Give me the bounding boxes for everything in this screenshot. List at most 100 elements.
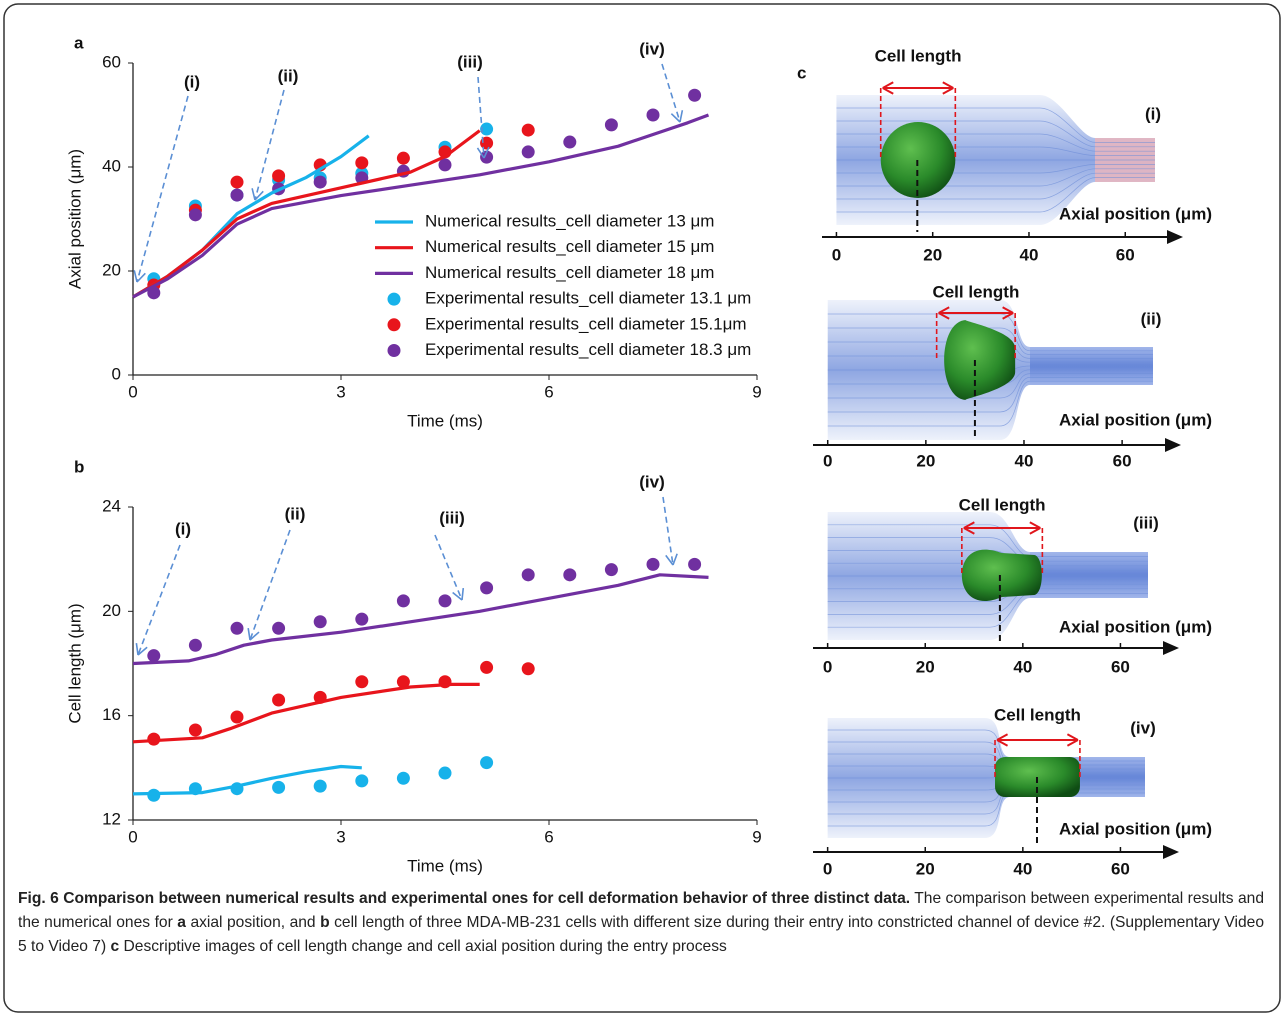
legend-label: Numerical results_cell diameter 15 μm xyxy=(425,237,714,256)
stage-label: (ii) xyxy=(1141,309,1162,328)
streamline xyxy=(836,168,1155,187)
data-point xyxy=(230,188,244,202)
legend-swatch xyxy=(387,318,401,332)
data-line xyxy=(132,764,362,796)
x-tick-label: 60 xyxy=(1113,451,1132,470)
annotation-arrow xyxy=(434,534,463,601)
data-point xyxy=(646,108,660,122)
data-line xyxy=(132,573,709,666)
x-tick-label: 0 xyxy=(128,382,137,401)
caption-text: Descriptive images of cell length change… xyxy=(119,938,727,955)
arrow-head xyxy=(670,113,681,123)
stage-label: (iv) xyxy=(1130,718,1156,737)
data-point xyxy=(521,568,535,582)
arrow-head xyxy=(254,190,264,201)
arrow-head xyxy=(679,110,684,123)
data-point xyxy=(272,780,286,794)
legend-label: Experimental results_cell diameter 18.3 … xyxy=(425,340,751,359)
arrow-head xyxy=(996,733,1009,741)
arrow-head xyxy=(249,631,260,641)
arrow-head xyxy=(942,81,954,89)
arrow-head xyxy=(483,146,490,159)
y-axis-title: Cell length (μm) xyxy=(65,603,84,723)
data-point xyxy=(396,151,410,165)
axis-label: Axial position (μm) xyxy=(1059,204,1212,223)
x-tick-label: 60 xyxy=(1111,859,1130,878)
x-tick-label: 20 xyxy=(923,245,942,264)
data-line xyxy=(132,129,481,299)
data-point xyxy=(147,649,161,663)
axis-arrow xyxy=(1163,641,1179,655)
arrow-head xyxy=(461,587,465,601)
arrow-head xyxy=(938,312,950,320)
arrow-head xyxy=(665,554,674,566)
caption-bold: a xyxy=(177,914,186,931)
streamline xyxy=(827,327,1153,355)
cell xyxy=(961,549,1042,602)
streamline xyxy=(836,172,1155,200)
arrow-head xyxy=(476,147,485,159)
arrow-head xyxy=(452,591,463,601)
streamline xyxy=(827,373,1153,399)
y-tick-label: 0 xyxy=(112,364,121,383)
data-point xyxy=(521,123,535,137)
data-point xyxy=(313,175,327,189)
data-point xyxy=(355,612,369,626)
data-point xyxy=(480,122,494,136)
arrow-head xyxy=(1029,521,1041,529)
y-tick-label: 20 xyxy=(102,260,121,279)
data-point xyxy=(521,145,535,159)
data-point xyxy=(438,158,452,172)
arrow-head xyxy=(672,553,678,566)
x-axis-title: Time (ms) xyxy=(407,411,483,430)
panel-label: b xyxy=(74,457,84,476)
caption: Fig. 6 Comparison between numerical resu… xyxy=(18,887,1264,959)
data-point xyxy=(396,594,410,608)
x-tick-label: 6 xyxy=(544,382,553,401)
x-tick-label: 6 xyxy=(544,827,553,846)
x-tick-label: 0 xyxy=(128,827,137,846)
annotation-arrow xyxy=(136,95,189,283)
data-point xyxy=(188,638,202,652)
legend-label: Numerical results_cell diameter 13 μm xyxy=(425,211,714,230)
x-tick-label: 60 xyxy=(1116,245,1135,264)
x-tick-label: 9 xyxy=(752,827,761,846)
data-point xyxy=(480,660,494,674)
streamline xyxy=(836,120,1155,148)
streamline xyxy=(836,133,1155,152)
arrow-head xyxy=(1066,733,1079,741)
arrow-head xyxy=(942,87,954,95)
streamline xyxy=(836,107,1155,143)
cell xyxy=(944,320,1016,400)
data-line xyxy=(132,113,710,299)
x-tick-label: 0 xyxy=(832,245,841,264)
data-point xyxy=(604,118,618,132)
annotation: (i) xyxy=(175,519,191,538)
arrow-head xyxy=(136,272,146,283)
y-tick-label: 24 xyxy=(102,496,121,515)
y-tick-label: 12 xyxy=(102,809,121,828)
caption-bold: c xyxy=(110,938,120,955)
y-tick-label: 40 xyxy=(102,156,121,175)
cell-length-label: Cell length xyxy=(959,495,1046,514)
x-tick-label: 20 xyxy=(916,657,935,676)
annotation: (iv) xyxy=(639,472,665,491)
arrow-head xyxy=(882,81,894,89)
x-tick-label: 20 xyxy=(916,451,935,470)
panel-label: a xyxy=(74,33,84,52)
data-point xyxy=(188,208,202,222)
data-point xyxy=(646,557,660,571)
data-point xyxy=(355,156,369,170)
arrow-head xyxy=(137,646,148,656)
y-tick-label: 20 xyxy=(102,601,121,620)
y-axis-title: Axial position (μm) xyxy=(65,149,84,289)
legend-label: Experimental results_cell diameter 13.1 … xyxy=(425,289,751,308)
legend-swatch xyxy=(387,292,401,306)
x-axis-title: Time (ms) xyxy=(407,856,483,875)
streamline xyxy=(827,377,1153,413)
x-tick-label: 40 xyxy=(1015,451,1034,470)
data-point xyxy=(355,774,369,788)
arrow-head xyxy=(1002,306,1014,314)
arrow-head xyxy=(1002,312,1014,320)
